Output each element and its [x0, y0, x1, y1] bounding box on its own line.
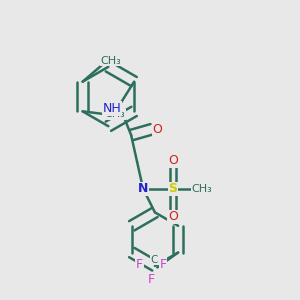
Text: CH₃: CH₃ — [100, 56, 121, 66]
Text: CH₃: CH₃ — [191, 184, 212, 194]
Text: F: F — [148, 273, 155, 286]
Text: C: C — [151, 255, 158, 265]
Text: N: N — [138, 182, 148, 195]
Text: F: F — [136, 258, 143, 271]
Text: F: F — [160, 258, 167, 271]
Text: NH: NH — [103, 102, 121, 115]
Text: CH₃: CH₃ — [104, 109, 125, 119]
Text: O: O — [168, 210, 178, 224]
Text: O: O — [168, 154, 178, 167]
Text: S: S — [168, 182, 177, 195]
Text: O: O — [152, 123, 162, 136]
